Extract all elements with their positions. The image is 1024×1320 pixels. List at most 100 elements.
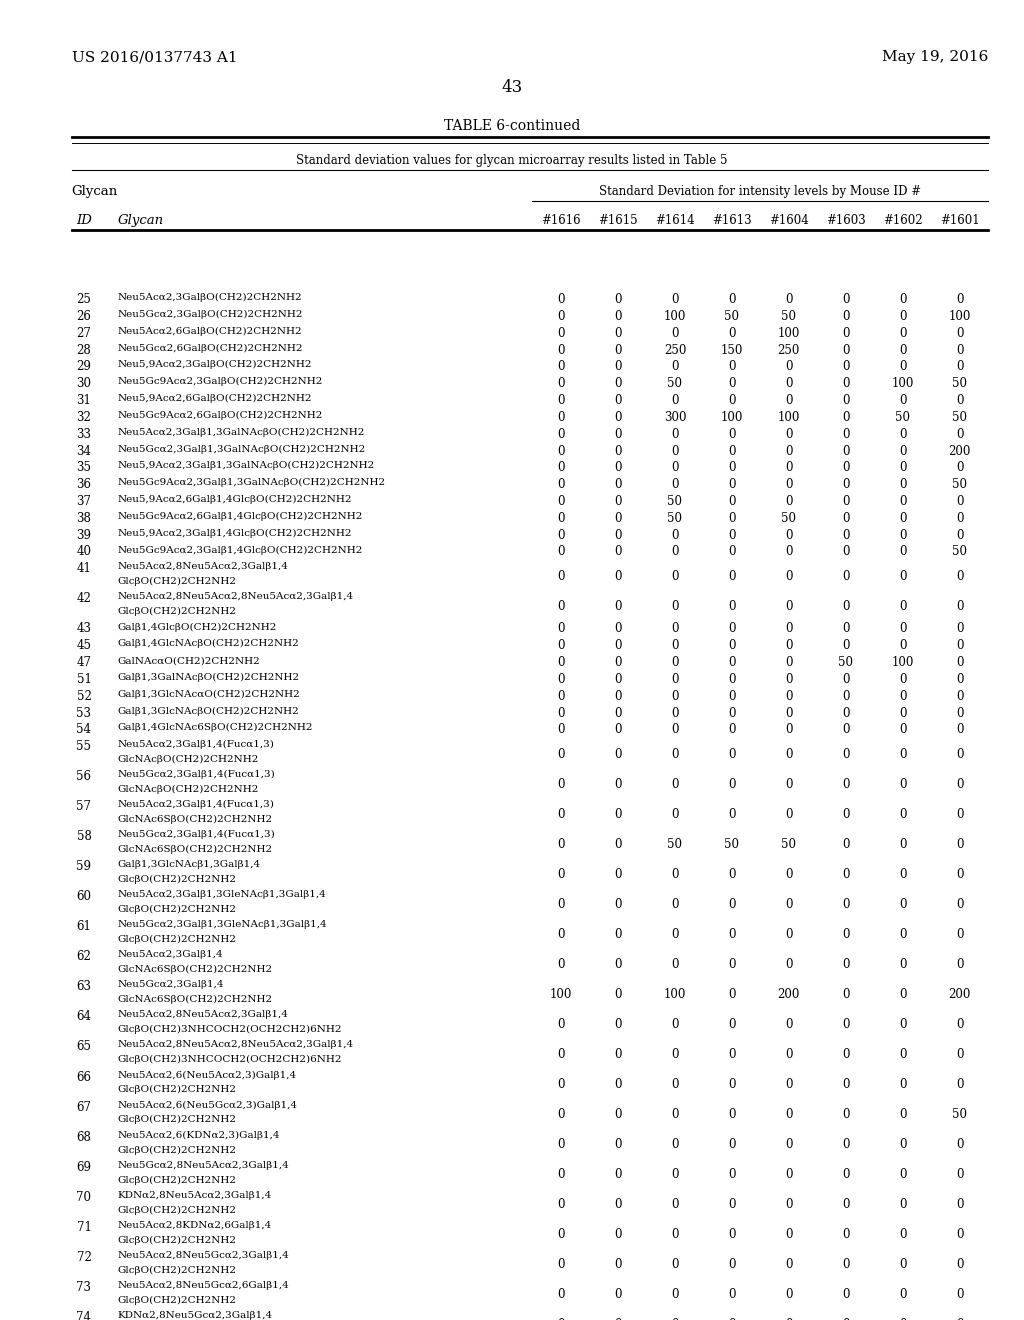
Text: 0: 0: [557, 1228, 564, 1241]
Text: 0: 0: [956, 928, 964, 941]
Text: 0: 0: [785, 570, 793, 582]
Text: 50: 50: [668, 838, 682, 850]
Text: Neu5Acα2,8Neu5Gcα2,3Galβ1,4: Neu5Acα2,8Neu5Gcα2,3Galβ1,4: [118, 1251, 290, 1259]
Text: 0: 0: [728, 1078, 735, 1090]
Text: 50: 50: [781, 512, 797, 525]
Text: 0: 0: [899, 1168, 906, 1181]
Text: 0: 0: [557, 599, 564, 612]
Text: 0: 0: [842, 378, 850, 391]
Text: 0: 0: [956, 570, 964, 582]
Text: 50: 50: [724, 838, 739, 850]
Text: 0: 0: [785, 723, 793, 737]
Text: 0: 0: [785, 673, 793, 686]
Text: 0: 0: [899, 623, 906, 635]
Text: 0: 0: [842, 1168, 850, 1181]
Text: 0: 0: [785, 1138, 793, 1151]
Text: 0: 0: [785, 529, 793, 541]
Text: 0: 0: [728, 777, 735, 791]
Text: 0: 0: [614, 656, 622, 669]
Text: #1615: #1615: [598, 214, 638, 227]
Text: 0: 0: [671, 478, 679, 491]
Text: Glycan: Glycan: [72, 185, 118, 198]
Text: US 2016/0137743 A1: US 2016/0137743 A1: [72, 50, 238, 65]
Text: 0: 0: [956, 838, 964, 850]
Text: 0: 0: [899, 343, 906, 356]
Text: 0: 0: [842, 411, 850, 424]
Text: 100: 100: [664, 310, 686, 323]
Text: 52: 52: [77, 690, 91, 702]
Text: 0: 0: [956, 898, 964, 911]
Text: 67: 67: [77, 1101, 91, 1114]
Text: 0: 0: [842, 623, 850, 635]
Text: 0: 0: [842, 512, 850, 525]
Text: 73: 73: [77, 1280, 91, 1294]
Text: 47: 47: [77, 656, 91, 669]
Text: GlcβO(CH2)2CH2NH2: GlcβO(CH2)2CH2NH2: [118, 1266, 237, 1275]
Text: #1602: #1602: [883, 214, 923, 227]
Text: GlcNAc6SβO(CH2)2CH2NH2: GlcNAc6SβO(CH2)2CH2NH2: [118, 845, 272, 854]
Text: 0: 0: [842, 723, 850, 737]
Text: 0: 0: [671, 529, 679, 541]
Text: 0: 0: [671, 1258, 679, 1271]
Text: 0: 0: [671, 706, 679, 719]
Text: 0: 0: [614, 1199, 622, 1210]
Text: 0: 0: [842, 478, 850, 491]
Text: Neu5Gc9Acα2,6GalβO(CH2)2CH2NH2: Neu5Gc9Acα2,6GalβO(CH2)2CH2NH2: [118, 411, 324, 420]
Text: 0: 0: [557, 360, 564, 374]
Text: 50: 50: [839, 656, 853, 669]
Text: 50: 50: [781, 838, 797, 850]
Text: 0: 0: [671, 599, 679, 612]
Text: 0: 0: [614, 545, 622, 558]
Text: 50: 50: [895, 411, 910, 424]
Text: #1601: #1601: [940, 214, 980, 227]
Text: 0: 0: [785, 445, 793, 458]
Text: 0: 0: [785, 1018, 793, 1031]
Text: 0: 0: [671, 673, 679, 686]
Text: GlcβO(CH2)2CH2NH2: GlcβO(CH2)2CH2NH2: [118, 1085, 237, 1094]
Text: 50: 50: [781, 310, 797, 323]
Text: 0: 0: [614, 1107, 622, 1121]
Text: 0: 0: [956, 529, 964, 541]
Text: 0: 0: [785, 1228, 793, 1241]
Text: 0: 0: [671, 690, 679, 702]
Text: 0: 0: [956, 1048, 964, 1061]
Text: 0: 0: [728, 478, 735, 491]
Text: 0: 0: [956, 327, 964, 339]
Text: 0: 0: [728, 445, 735, 458]
Text: GlcβO(CH2)2CH2NH2: GlcβO(CH2)2CH2NH2: [118, 1205, 237, 1214]
Text: 0: 0: [956, 777, 964, 791]
Text: GlcβO(CH2)2CH2NH2: GlcβO(CH2)2CH2NH2: [118, 935, 237, 944]
Text: 0: 0: [671, 1319, 679, 1320]
Text: 0: 0: [728, 293, 735, 306]
Text: 0: 0: [899, 1107, 906, 1121]
Text: 0: 0: [842, 445, 850, 458]
Text: 0: 0: [842, 1258, 850, 1271]
Text: 0: 0: [614, 706, 622, 719]
Text: 0: 0: [614, 1138, 622, 1151]
Text: 0: 0: [557, 1168, 564, 1181]
Text: GlcβO(CH2)2CH2NH2: GlcβO(CH2)2CH2NH2: [118, 875, 237, 884]
Text: 0: 0: [728, 599, 735, 612]
Text: 59: 59: [77, 861, 91, 874]
Text: Neu5Acα2,6(Neu5Gcα2,3)Galβ1,4: Neu5Acα2,6(Neu5Gcα2,3)Galβ1,4: [118, 1101, 298, 1110]
Text: 0: 0: [842, 747, 850, 760]
Text: 30: 30: [77, 378, 91, 391]
Text: 0: 0: [614, 867, 622, 880]
Text: 0: 0: [614, 1288, 622, 1302]
Text: 0: 0: [842, 395, 850, 407]
Text: 0: 0: [557, 343, 564, 356]
Text: 0: 0: [557, 411, 564, 424]
Text: 100: 100: [892, 656, 913, 669]
Text: 0: 0: [899, 478, 906, 491]
Text: Neu5Acα2,6GalβO(CH2)2CH2NH2: Neu5Acα2,6GalβO(CH2)2CH2NH2: [118, 327, 302, 335]
Text: GlcβO(CH2)2CH2NH2: GlcβO(CH2)2CH2NH2: [118, 1146, 237, 1155]
Text: 0: 0: [842, 690, 850, 702]
Text: Neu5Acα2,8Neu5Gcα2,6Galβ1,4: Neu5Acα2,8Neu5Gcα2,6Galβ1,4: [118, 1280, 290, 1290]
Text: 0: 0: [557, 1107, 564, 1121]
Text: 0: 0: [557, 623, 564, 635]
Text: 100: 100: [777, 411, 800, 424]
Text: 200: 200: [948, 445, 971, 458]
Text: 0: 0: [557, 777, 564, 791]
Text: 53: 53: [77, 706, 91, 719]
Text: 0: 0: [785, 928, 793, 941]
